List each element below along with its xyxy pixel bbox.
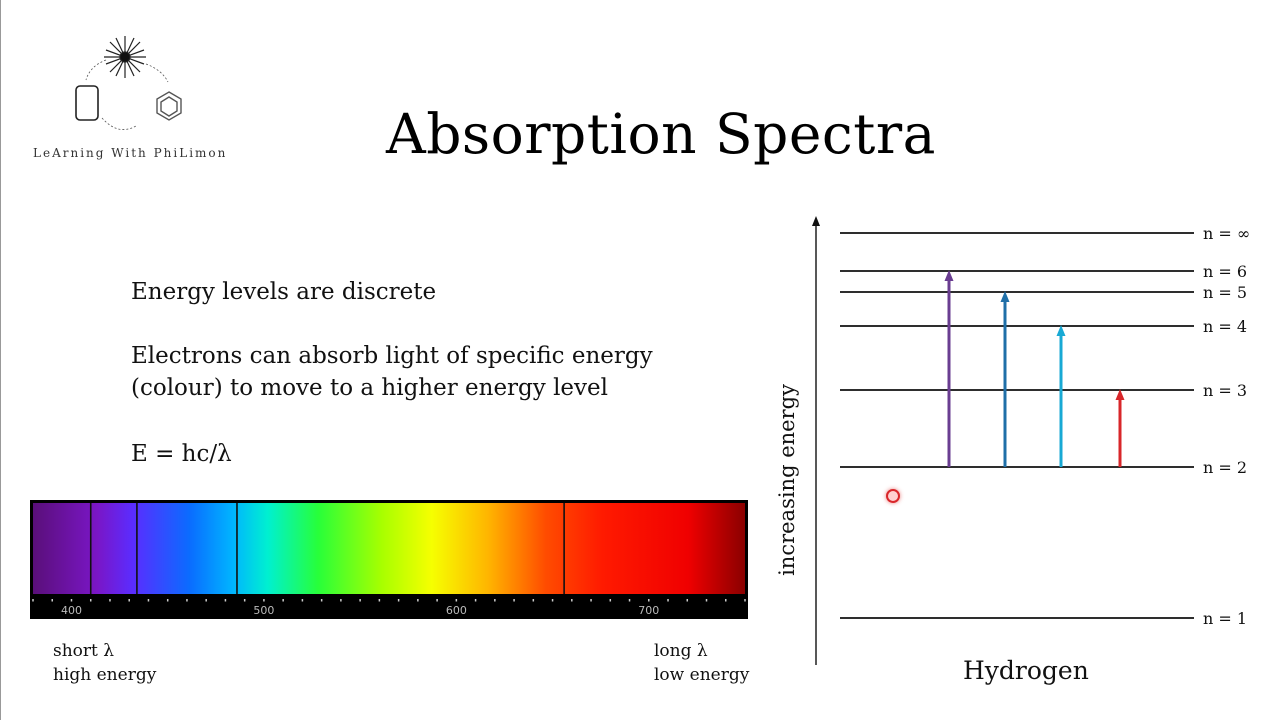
transition-arrowhead-n4 [1056,325,1066,336]
spectrum-tick [109,599,111,602]
spectrum-tick-label: 500 [253,604,274,617]
spectrum-tick [359,599,361,602]
energy-level-label-ninf: n = ∞ [1203,224,1250,243]
spectrum-tick [686,599,689,602]
short-wavelength-caption: short λ high energy [53,639,156,687]
bullet-discrete-levels: Energy levels are discrete [131,279,437,305]
spectrum-tick [513,599,515,602]
element-label: Hydrogen [963,656,1089,685]
spectrum-tick [474,599,477,602]
spectrum-tick [243,599,246,602]
logo-text: LeArning With PhiLimon [33,146,228,160]
spectrum-tick [89,599,92,602]
transition-arrowhead-n5 [1000,291,1010,302]
spectrum-tick [705,599,708,602]
spectrum-tick [263,599,265,602]
spectrum-tick [551,599,554,602]
spectrum-tick-label: 400 [61,604,82,617]
spectrum-tick [744,599,746,602]
transition-arrowhead-n3 [1115,389,1125,400]
long-lambda-label: long λ [654,641,708,661]
cursor-indicator [886,489,900,503]
spectrum-tick [590,599,592,602]
energy-level-label-n1: n = 1 [1203,609,1247,628]
cycle-arrow-bottom [101,117,137,130]
spectrum-tick [205,599,207,602]
spectrum-tick [282,599,284,602]
energy-level-label-n5: n = 5 [1203,283,1247,302]
learning-with-philimon-logo [75,36,182,130]
spectrum-tick [532,599,535,602]
energy-level-label-n6: n = 6 [1203,262,1247,281]
cycle-arrow-left [85,59,107,81]
spectrum-tick [667,599,669,602]
slide-edge [0,0,1,720]
transition-arrowhead-n6 [944,270,954,281]
energy-axis-arrowhead [812,216,820,226]
spectrum-tick [186,599,188,602]
spectrum-tick [378,599,381,602]
spectrum-tick [455,599,458,602]
spectrum-tick [648,599,650,602]
bullet-equation: E = hc/λ [131,441,232,467]
energy-level-label-n4: n = 4 [1203,317,1247,336]
short-lambda-label: short λ [53,641,115,661]
spectrum-tick [51,599,53,602]
spectrum-tick [417,599,419,602]
spectrum-tick [301,599,304,602]
spectrum-band [33,503,745,594]
spectrum-tick [224,599,227,602]
bullet-absorb-line-1: Electrons can absorb light of specific e… [131,343,653,369]
spectrum-tick [436,599,438,602]
spectrum-tick [32,599,34,602]
energy-level-label-n3: n = 3 [1203,381,1247,400]
spectrum-tick [128,599,130,602]
page-title: Absorption Spectra [386,102,936,166]
spectrum-tick [609,599,612,602]
low-energy-label: low energy [654,665,750,685]
sun-icon [104,36,146,78]
energy-level-label-n2: n = 2 [1203,458,1247,477]
spectrum-tick [147,599,150,602]
cycle-arrow-right [145,63,169,83]
spectrum-tick [494,599,496,602]
spectrum-tick [166,599,169,602]
bullet-absorb-line-2: (colour) to move to a higher energy leve… [131,375,609,401]
spectrum-tick [571,599,573,602]
long-wavelength-caption: long λ low energy [654,639,749,687]
energy-level-diagram: increasing energy n = 1 n = 2 n = 3 n = 4 n … [775,216,1250,665]
spectrum-tick-label: 700 [638,604,659,617]
spectrum-tick [340,599,342,602]
spectrum-tick [320,599,323,602]
spectrum-tick [628,599,631,602]
spectrum-tick [70,599,73,602]
energy-axis-label: increasing energy [775,384,799,576]
spectrum-tick-label: 600 [446,604,467,617]
phone-icon [75,85,99,121]
spectrum-tick [397,599,400,602]
benzene-ring-icon [156,91,182,121]
absorption-spectrum: 400 500 600 700 [30,500,748,619]
spectrum-tick [725,599,727,602]
high-energy-label: high energy [53,665,157,685]
